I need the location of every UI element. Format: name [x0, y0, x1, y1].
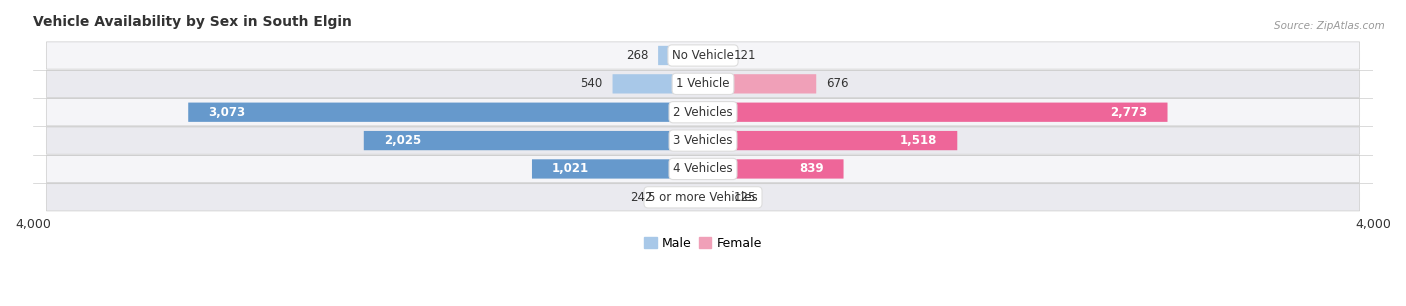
- FancyBboxPatch shape: [703, 188, 724, 207]
- Text: 1,021: 1,021: [553, 162, 589, 175]
- Legend: Male, Female: Male, Female: [640, 232, 766, 255]
- FancyBboxPatch shape: [703, 74, 817, 94]
- Text: 540: 540: [581, 77, 603, 90]
- Text: 4 Vehicles: 4 Vehicles: [673, 162, 733, 175]
- Text: 839: 839: [799, 162, 824, 175]
- Text: Vehicle Availability by Sex in South Elgin: Vehicle Availability by Sex in South Elg…: [32, 15, 352, 29]
- FancyBboxPatch shape: [46, 184, 1360, 211]
- Text: 1 Vehicle: 1 Vehicle: [676, 77, 730, 90]
- FancyBboxPatch shape: [188, 103, 703, 122]
- FancyBboxPatch shape: [46, 155, 1360, 183]
- Text: 125: 125: [734, 191, 756, 204]
- Text: 268: 268: [626, 49, 648, 62]
- Text: 2 Vehicles: 2 Vehicles: [673, 106, 733, 119]
- Text: 2,773: 2,773: [1111, 106, 1147, 119]
- FancyBboxPatch shape: [658, 46, 703, 65]
- Text: 1,518: 1,518: [900, 134, 938, 147]
- FancyBboxPatch shape: [613, 74, 703, 94]
- Text: Source: ZipAtlas.com: Source: ZipAtlas.com: [1274, 21, 1385, 32]
- FancyBboxPatch shape: [531, 159, 703, 179]
- Text: 121: 121: [734, 49, 756, 62]
- FancyBboxPatch shape: [703, 103, 1167, 122]
- Text: 242: 242: [630, 191, 652, 204]
- Text: 5 or more Vehicles: 5 or more Vehicles: [648, 191, 758, 204]
- FancyBboxPatch shape: [46, 127, 1360, 154]
- Text: 676: 676: [827, 77, 849, 90]
- FancyBboxPatch shape: [364, 131, 703, 150]
- FancyBboxPatch shape: [46, 70, 1360, 98]
- FancyBboxPatch shape: [703, 46, 723, 65]
- FancyBboxPatch shape: [662, 188, 703, 207]
- FancyBboxPatch shape: [46, 42, 1360, 69]
- Text: 3,073: 3,073: [208, 106, 246, 119]
- FancyBboxPatch shape: [703, 131, 957, 150]
- FancyBboxPatch shape: [46, 99, 1360, 126]
- Text: No Vehicle: No Vehicle: [672, 49, 734, 62]
- FancyBboxPatch shape: [703, 159, 844, 179]
- Text: 3 Vehicles: 3 Vehicles: [673, 134, 733, 147]
- Text: 2,025: 2,025: [384, 134, 422, 147]
